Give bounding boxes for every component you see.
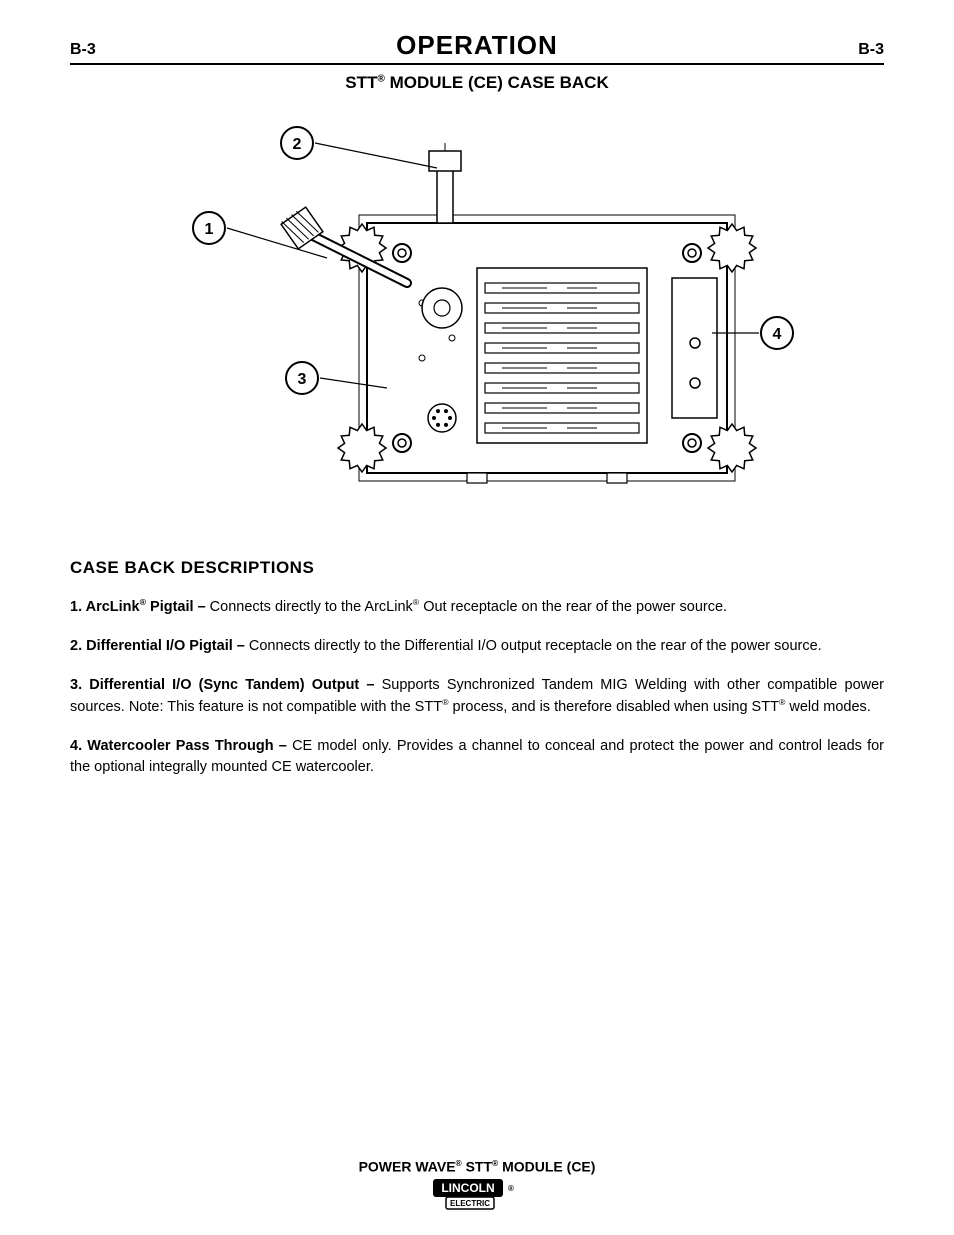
diagram-svg: 1 2 3 4 xyxy=(157,113,797,523)
descriptions-list: 1. ArcLink® Pigtail – Connects directly … xyxy=(70,596,884,778)
page-footer: POWER WAVE® STT® MODULE (CE) LINCOLN ® E… xyxy=(70,1158,884,1214)
registered-icon: ® xyxy=(377,73,385,84)
desc-item-4: 4. Watercooler Pass Through – CE model o… xyxy=(70,736,884,778)
svg-text:1: 1 xyxy=(205,221,214,238)
svg-text:3: 3 xyxy=(298,371,307,388)
svg-text:4: 4 xyxy=(773,326,782,343)
case-back-diagram: 1 2 3 4 xyxy=(70,113,884,528)
page-title: OPERATION xyxy=(396,30,558,61)
svg-text:®: ® xyxy=(508,1184,514,1193)
page-header: B-3 OPERATION B-3 xyxy=(70,30,884,65)
page-subtitle: STT® MODULE (CE) CASE BACK xyxy=(70,73,884,93)
desc-item-1: 1. ArcLink® Pigtail – Connects directly … xyxy=(70,596,884,618)
section-heading: CASE BACK DESCRIPTIONS xyxy=(70,558,884,578)
page-code-left: B-3 xyxy=(70,41,96,59)
page-code-right: B-3 xyxy=(858,41,884,59)
desc-item-3: 3. Differential I/O (Sync Tandem) Output… xyxy=(70,675,884,718)
lincoln-logo: LINCOLN ® ELECTRIC xyxy=(70,1178,884,1213)
svg-text:LINCOLN: LINCOLN xyxy=(441,1181,494,1195)
svg-text:2: 2 xyxy=(293,136,302,153)
svg-text:ELECTRIC: ELECTRIC xyxy=(450,1199,490,1208)
desc-item-2: 2. Differential I/O Pigtail – Connects d… xyxy=(70,636,884,657)
